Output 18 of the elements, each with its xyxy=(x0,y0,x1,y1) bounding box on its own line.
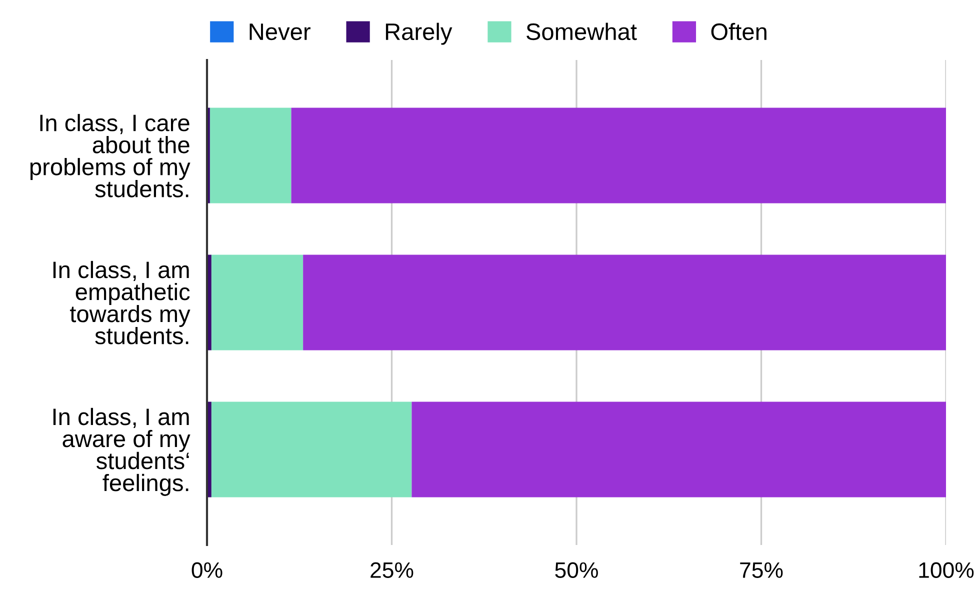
bar xyxy=(412,402,946,498)
legend-label: Often xyxy=(711,22,766,40)
bar xyxy=(211,402,412,498)
y-tick-label: In class, I am aware of my students‘ feelings. xyxy=(53,408,190,496)
x-tick-label: 25% xyxy=(370,562,414,578)
x-tick-label: 0% xyxy=(192,562,222,578)
legend-label: Never xyxy=(250,24,310,40)
x-tick-label: 75% xyxy=(740,562,783,578)
legend-label: Rarely xyxy=(386,22,452,45)
bar xyxy=(291,108,946,204)
y-tick-label: In class, I am empathetic towards my students. xyxy=(53,260,190,344)
y-tick-label: In class, I care about the problems of my students. xyxy=(30,114,190,198)
bar xyxy=(303,254,946,350)
x-tick-label: 50% xyxy=(555,562,598,578)
bar xyxy=(211,254,304,350)
x-tick-label: 100% xyxy=(919,562,974,578)
legend-label: Somewhat xyxy=(526,22,637,40)
bar xyxy=(210,108,292,204)
